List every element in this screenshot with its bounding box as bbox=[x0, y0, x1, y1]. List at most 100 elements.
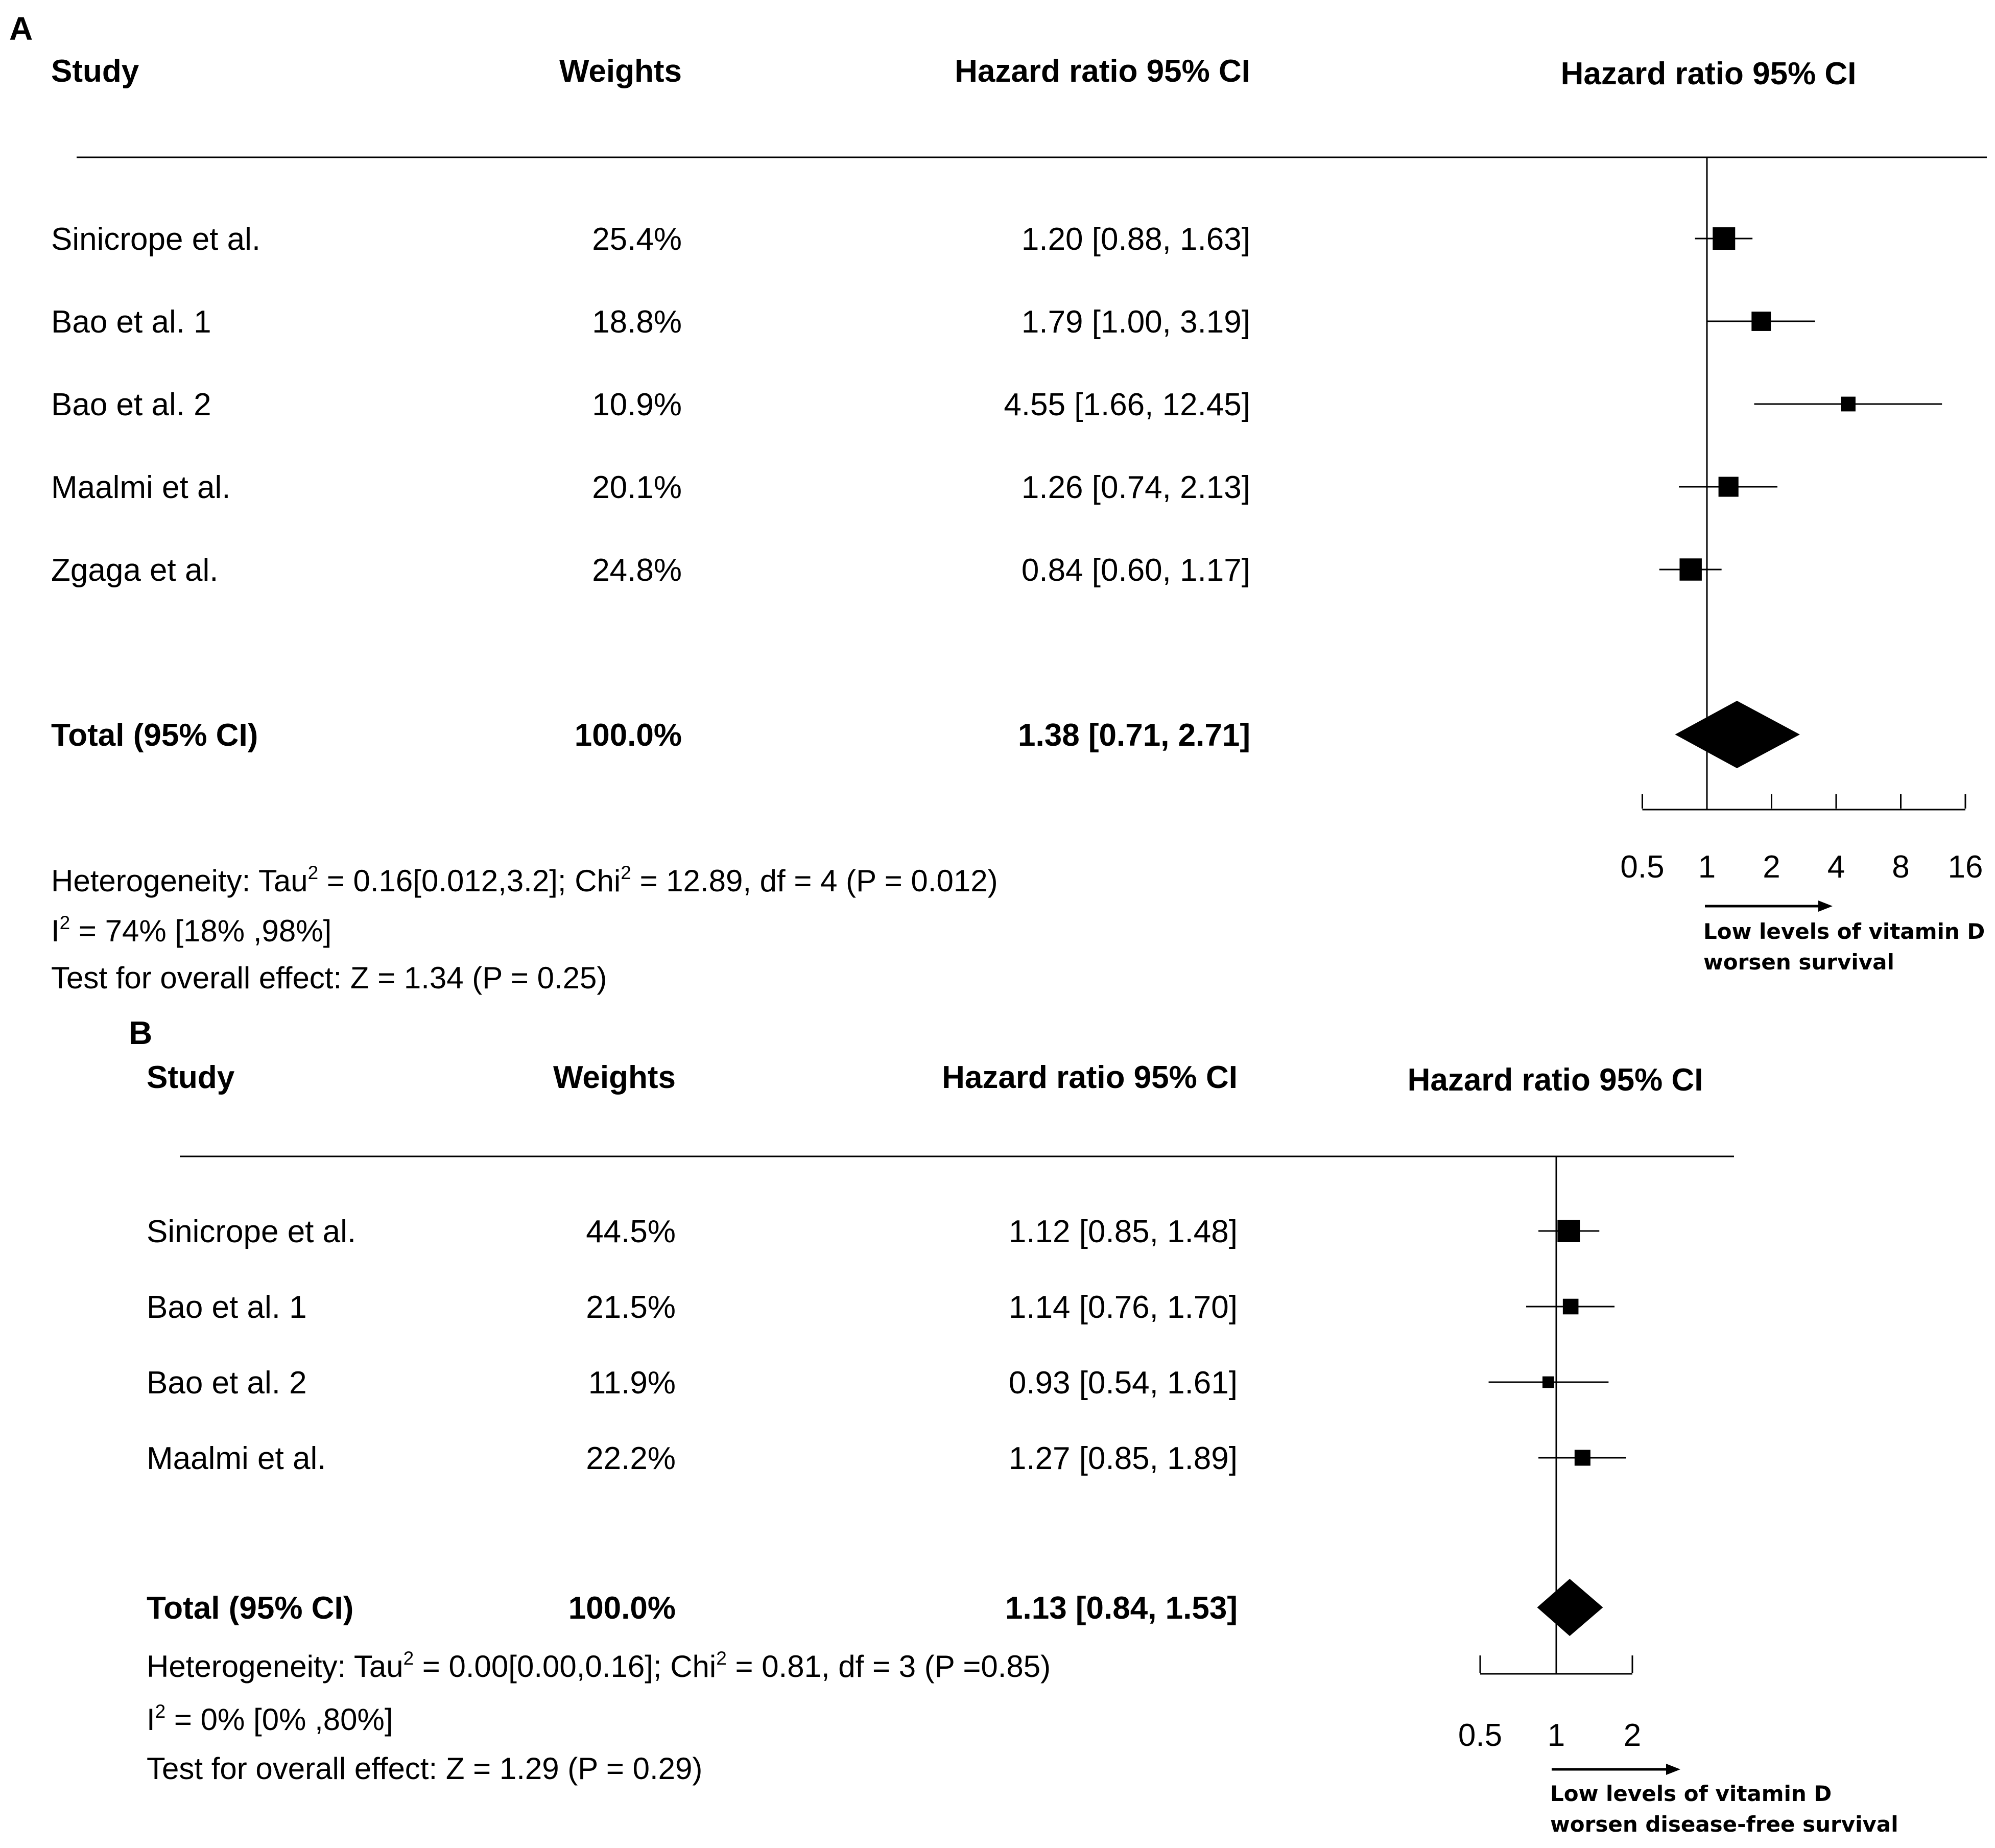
heterogeneity-stats-part: Heterogeneity: Tau bbox=[51, 864, 308, 898]
heterogeneity-stats-part: = 12.89, df = 4 (P = 0.012) bbox=[631, 864, 998, 898]
study-name: Sinicrope et al. bbox=[147, 1214, 356, 1249]
study-ci-text: 0.93 [0.54, 1.61] bbox=[1009, 1365, 1238, 1401]
study-ci-text: 1.26 [0.74, 2.13] bbox=[1022, 470, 1250, 505]
heterogeneity-stats-part: = 0.00[0.00,0.16]; Chi bbox=[414, 1649, 716, 1684]
study-weight: 25.4% bbox=[592, 222, 682, 257]
study-row: Bao et al. 1 21.5% 1.14 [0.76, 1.70] bbox=[147, 1290, 1615, 1325]
total-weight: 100.0% bbox=[568, 1591, 676, 1626]
x-axis-tick-label: 2 bbox=[1624, 1718, 1641, 1753]
header-study: Study bbox=[147, 1060, 235, 1095]
x-axis-tick-label: 1 bbox=[1698, 849, 1716, 885]
study-point-estimate bbox=[1751, 312, 1771, 331]
header-weights: Weights bbox=[559, 54, 682, 89]
header-study: Study bbox=[51, 54, 139, 89]
superscript-two: 2 bbox=[308, 862, 319, 883]
i-squared-stat-part: = 0% [0% ,80%] bbox=[165, 1702, 393, 1737]
study-name: Bao et al. 1 bbox=[51, 304, 211, 340]
superscript-two: 2 bbox=[60, 912, 70, 933]
i-squared-stat: I2 = 74% [18% ,98%] bbox=[51, 912, 331, 948]
direction-note: worsen survival bbox=[1703, 950, 1894, 975]
study-point-estimate bbox=[1557, 1220, 1580, 1242]
direction-note: Low levels of vitamin D bbox=[1703, 919, 1985, 944]
overall-effect-test: Test for overall effect: Z = 1.29 (P = 0… bbox=[147, 1751, 702, 1786]
header-hazard-ratio-plot: Hazard ratio 95% CI bbox=[1408, 1062, 1703, 1098]
study-ci-text: 1.14 [0.76, 1.70] bbox=[1009, 1290, 1238, 1325]
study-name: Bao et al. 1 bbox=[147, 1290, 307, 1325]
study-row: Maalmi et al. 22.2% 1.27 [0.85, 1.89] bbox=[147, 1441, 1626, 1476]
study-point-estimate bbox=[1841, 396, 1856, 412]
study-point-estimate bbox=[1542, 1376, 1554, 1388]
pooled-estimate-diamond bbox=[1537, 1579, 1603, 1636]
superscript-two: 2 bbox=[716, 1648, 727, 1669]
study-point-estimate bbox=[1718, 477, 1739, 497]
study-name: Sinicrope et al. bbox=[51, 222, 260, 257]
x-axis-tick-label: 4 bbox=[1827, 849, 1845, 885]
direction-arrow-head bbox=[1818, 901, 1833, 912]
study-name: Maalmi et al. bbox=[147, 1441, 326, 1476]
heterogeneity-stats-part: = 0.16[0.012,3.2]; Chi bbox=[318, 864, 621, 898]
heterogeneity-stats: Heterogeneity: Tau2 = 0.00[0.00,0.16]; C… bbox=[147, 1648, 1051, 1684]
superscript-two: 2 bbox=[403, 1648, 414, 1669]
study-point-estimate bbox=[1562, 1298, 1579, 1315]
total-label: Total (95% CI) bbox=[147, 1591, 353, 1626]
study-row: Zgaga et al. 24.8% 0.84 [0.60, 1.17] bbox=[51, 553, 1722, 588]
panel-label: B bbox=[129, 1014, 152, 1051]
study-name: Maalmi et al. bbox=[51, 470, 230, 505]
total-ci-text: 1.38 [0.71, 2.71] bbox=[1018, 718, 1250, 753]
study-ci-text: 0.84 [0.60, 1.17] bbox=[1022, 553, 1250, 588]
study-row: Bao et al. 2 10.9% 4.55 [1.66, 12.45] bbox=[51, 387, 1942, 422]
study-ci-text: 1.79 [1.00, 3.19] bbox=[1022, 304, 1250, 340]
x-axis-tick-label: 2 bbox=[1763, 849, 1780, 885]
direction-note: worsen disease-free survival bbox=[1550, 1812, 1898, 1837]
overall-effect-test: Test for overall effect: Z = 1.34 (P = 0… bbox=[51, 961, 607, 995]
i-squared-stat-part: = 74% [18% ,98%] bbox=[70, 914, 331, 948]
i-squared-stat-part: I bbox=[147, 1702, 155, 1737]
superscript-two: 2 bbox=[155, 1701, 166, 1722]
study-weight: 21.5% bbox=[586, 1290, 676, 1325]
heterogeneity-stats-part: = 0.81, df = 3 (P =0.85) bbox=[727, 1649, 1051, 1684]
panel-label: A bbox=[9, 10, 33, 47]
heterogeneity-stats: Heterogeneity: Tau2 = 0.16[0.012,3.2]; C… bbox=[51, 862, 998, 898]
x-axis-tick-label: 0.5 bbox=[1620, 849, 1664, 885]
heterogeneity-stats-part: Heterogeneity: Tau bbox=[147, 1649, 403, 1684]
direction-note: Low levels of vitamin D bbox=[1550, 1781, 1832, 1806]
study-point-estimate bbox=[1574, 1450, 1590, 1466]
direction-arrow-head bbox=[1666, 1764, 1680, 1775]
header-hazard-ratio-text: Hazard ratio 95% CI bbox=[942, 1060, 1238, 1095]
header-hazard-ratio-text: Hazard ratio 95% CI bbox=[955, 54, 1250, 89]
study-weight: 22.2% bbox=[586, 1441, 676, 1476]
x-axis-tick-label: 16 bbox=[1948, 849, 1983, 885]
study-weight: 18.8% bbox=[592, 304, 682, 340]
total-ci-text: 1.13 [0.84, 1.53] bbox=[1005, 1591, 1238, 1626]
study-row: Bao et al. 1 18.8% 1.79 [1.00, 3.19] bbox=[51, 304, 1815, 340]
total-label: Total (95% CI) bbox=[51, 718, 258, 753]
superscript-two: 2 bbox=[621, 862, 631, 883]
study-weight: 24.8% bbox=[592, 553, 682, 588]
panel-b: B Study Weights Hazard ratio 95% CI Hazard r… bbox=[129, 1014, 1898, 1837]
study-weight: 20.1% bbox=[592, 470, 682, 505]
i-squared-stat: I2 = 0% [0% ,80%] bbox=[147, 1701, 393, 1737]
study-point-estimate bbox=[1713, 227, 1736, 250]
study-weight: 44.5% bbox=[586, 1214, 676, 1249]
study-row: Maalmi et al. 20.1% 1.26 [0.74, 2.13] bbox=[51, 470, 1777, 505]
total-weight: 100.0% bbox=[575, 718, 682, 753]
study-ci-text: 4.55 [1.66, 12.45] bbox=[1004, 387, 1250, 422]
i-squared-stat-part: I bbox=[51, 914, 60, 948]
study-name: Zgaga et al. bbox=[51, 553, 218, 588]
study-name: Bao et al. 2 bbox=[51, 387, 211, 422]
study-weight: 10.9% bbox=[592, 387, 682, 422]
study-row: Sinicrope et al. 44.5% 1.12 [0.85, 1.48] bbox=[147, 1214, 1600, 1249]
study-point-estimate bbox=[1679, 558, 1702, 581]
study-row: Bao et al. 2 11.9% 0.93 [0.54, 1.61] bbox=[147, 1365, 1609, 1401]
study-weight: 11.9% bbox=[588, 1365, 676, 1401]
x-axis-tick-label: 8 bbox=[1892, 849, 1909, 885]
header-hazard-ratio-plot: Hazard ratio 95% CI bbox=[1561, 56, 1857, 91]
x-axis: 0.5 1 2 4 8 16 bbox=[1620, 794, 1983, 885]
x-axis-tick-label: 0.5 bbox=[1458, 1718, 1502, 1753]
x-axis-tick-label: 1 bbox=[1548, 1718, 1565, 1753]
study-name: Bao et al. 2 bbox=[147, 1365, 307, 1401]
study-ci-text: 1.12 [0.85, 1.48] bbox=[1009, 1214, 1238, 1249]
header-weights: Weights bbox=[553, 1060, 676, 1095]
